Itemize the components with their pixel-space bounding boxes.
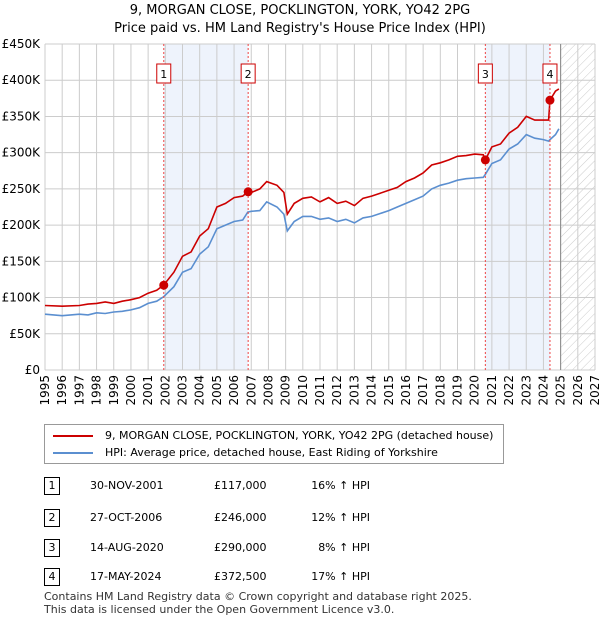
x-tick-label: 2022 (502, 375, 516, 406)
x-tick-label: 2017 (416, 375, 430, 406)
sale-label-box (542, 63, 558, 84)
shaded-ownership-period (485, 44, 550, 370)
x-tick-label: 2007 (244, 375, 258, 406)
x-tick-label: 2020 (468, 375, 482, 406)
x-tick-label: 2012 (330, 375, 344, 406)
sale-date: 30-NOV-2001 (90, 479, 164, 492)
sale-row: 2 27-OCT-2006 £246,000 12% ↑ HPI (0, 509, 600, 529)
x-tick-label: 2016 (399, 375, 413, 406)
y-tick-label: £50K (9, 327, 41, 341)
footer-copyright: Contains HM Land Registry data © Crown c… (44, 590, 472, 603)
x-tick-label: 2004 (193, 375, 207, 406)
x-tick-label: 2001 (141, 375, 155, 406)
sale-point (243, 187, 253, 197)
sale-label-box (240, 63, 256, 84)
sale-number: 2 (44, 509, 60, 527)
sale-price: £246,000 (214, 511, 267, 524)
sale-label: 3 (482, 68, 489, 81)
property-series-line (44, 88, 560, 308)
footer: Contains HM Land Registry data © Crown c… (44, 590, 472, 616)
x-tick-label: 2010 (296, 375, 310, 406)
chart-title: 9, MORGAN CLOSE, POCKLINGTON, YORK, YO42… (129, 3, 471, 18)
x-tick-label: 1999 (107, 375, 121, 406)
x-tick-label: 2014 (365, 375, 379, 406)
x-tick-label: 2024 (536, 375, 550, 406)
x-tick-label: 2002 (158, 375, 172, 406)
chart-legend: 9, MORGAN CLOSE, POCKLINGTON, YORK, YO42… (44, 424, 505, 464)
x-tick-label: 2025 (554, 375, 568, 406)
x-tick-label: 2005 (210, 375, 224, 406)
x-tick-label: 2003 (176, 375, 190, 406)
sale-label: 2 (245, 68, 252, 81)
sale-hpi-diff: 12% ↑ HPI (311, 511, 370, 524)
y-tick-label: £450K (2, 37, 42, 51)
sale-date: 27-OCT-2006 (90, 511, 163, 524)
sale-hpi-diff: 16% ↑ HPI (311, 479, 370, 492)
sale-row: 1 30-NOV-2001 £117,000 16% ↑ HPI (0, 477, 600, 497)
legend-property: 9, MORGAN CLOSE, POCKLINGTON, YORK, YO42… (105, 429, 494, 442)
sale-hpi-diff: 8% ↑ HPI (318, 541, 370, 554)
sale-point (545, 95, 555, 105)
y-tick-label: £250K (2, 182, 42, 196)
sale-label-box (477, 63, 493, 84)
x-tick-label: 2013 (347, 375, 361, 406)
legend-red-line (53, 434, 93, 437)
legend-hpi: HPI: Average price, detached house, East… (105, 446, 438, 459)
price-chart: 1 2 3 4 1995 1996 1997 1998 1999 2000 2001 2002 2003… (2, 37, 600, 406)
y-tick-label: £0 (25, 363, 40, 377)
x-tick-label: 1996 (55, 375, 69, 406)
x-tick-label: 2019 (451, 375, 465, 406)
y-tick-label: £350K (2, 109, 42, 123)
sale-date: 17-MAY-2024 (90, 570, 162, 583)
sale-label: 4 (546, 68, 553, 81)
sale-label: 1 (160, 68, 167, 81)
x-tick-label: 2026 (571, 375, 585, 406)
y-tick-label: £400K (2, 73, 42, 87)
sale-point (159, 280, 169, 290)
sale-price: £117,000 (214, 479, 267, 492)
sale-point (480, 155, 490, 165)
x-tick-label: 2008 (261, 375, 275, 406)
shaded-ownership-period (163, 44, 249, 370)
y-tick-label: £100K (2, 291, 42, 305)
x-tick-label: 1998 (90, 375, 104, 406)
x-tick-label: 2000 (124, 375, 138, 406)
sale-number: 4 (44, 568, 60, 586)
sale-number: 1 (44, 477, 60, 495)
sale-date: 14-AUG-2020 (90, 541, 164, 554)
legend-blue-line (53, 451, 93, 454)
footer-licence: This data is licensed under the Open Gov… (44, 603, 395, 616)
y-tick-label: £150K (2, 254, 42, 268)
sale-label-box (156, 63, 172, 84)
sale-number: 3 (44, 539, 60, 557)
sale-hpi-diff: 17% ↑ HPI (311, 570, 370, 583)
y-tick-label: £200K (2, 218, 42, 232)
x-tick-label: 2015 (382, 375, 396, 406)
x-tick-label: 2021 (485, 375, 499, 406)
x-tick-label: 1995 (38, 375, 52, 406)
hpi-series-line (44, 128, 560, 317)
sale-row: 3 14-AUG-2020 £290,000 8% ↑ HPI (0, 539, 600, 559)
sale-row: 4 17-MAY-2024 £372,500 17% ↑ HPI (0, 568, 600, 588)
x-tick-label: 2018 (433, 375, 447, 406)
x-tick-label: 2027 (588, 375, 600, 406)
sale-price: £290,000 (214, 541, 267, 554)
x-tick-label: 2009 (279, 375, 293, 406)
y-tick-label: £300K (2, 146, 42, 160)
chart-subtitle: Price paid vs. HM Land Registry's House … (114, 21, 486, 36)
x-tick-label: 1997 (72, 375, 86, 406)
sale-price: £372,500 (214, 570, 267, 583)
x-tick-label: 2011 (313, 375, 327, 406)
x-tick-label: 2023 (519, 375, 533, 406)
x-tick-label: 2006 (227, 375, 241, 406)
